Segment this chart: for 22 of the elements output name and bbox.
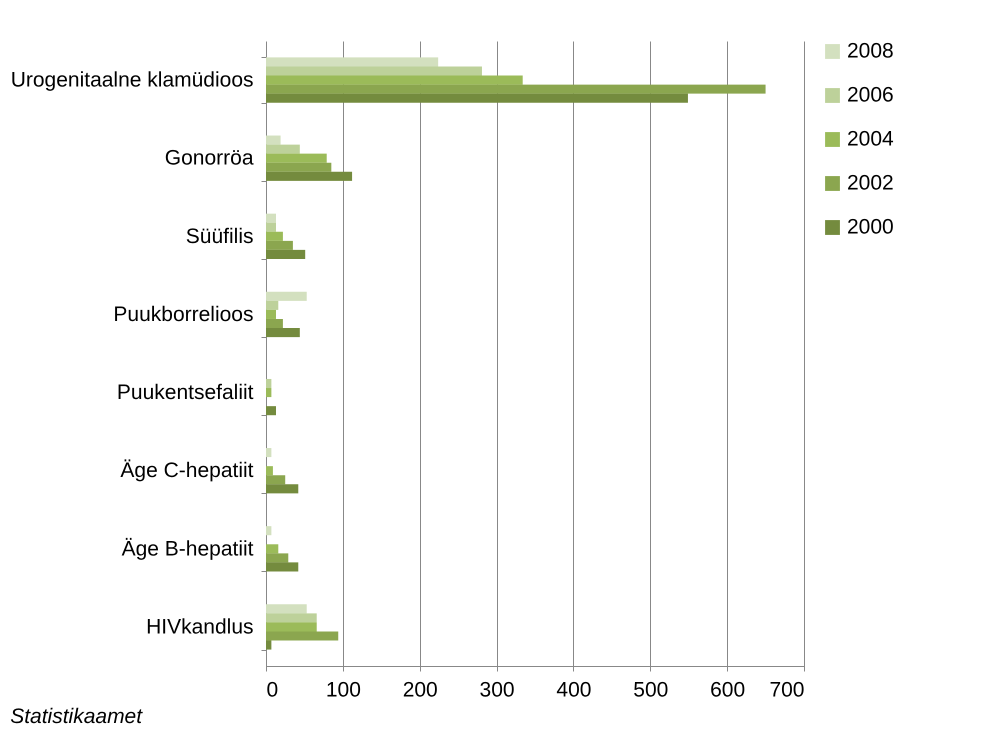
text: Statistikaamet (10, 705, 144, 728)
y-tick-label: Äge C-hepatiit (120, 459, 254, 482)
y-tick-label: Urogenitaalne klamüdioos (10, 68, 254, 92)
x-tick-label: 100 (326, 678, 361, 702)
x-tick-label: 700 (769, 678, 804, 702)
y-tick-label: Äge B-hepatiit (122, 537, 254, 560)
y-tick-label: HIVkandlus (146, 615, 254, 638)
legend-label: 2008 (847, 40, 894, 62)
x-tick-label: 400 (556, 678, 592, 702)
x-tick-label: 200 (402, 678, 438, 702)
x-tick-label: 0 (266, 678, 278, 702)
legend-label: 2004 (847, 128, 894, 150)
y-tick-label: Puukentsefaliit (116, 381, 254, 404)
x-tick-label: 500 (633, 678, 668, 702)
legend-label: 2006 (847, 84, 894, 106)
y-tick-label: Gonorröa (164, 146, 254, 170)
x-tick-label: 600 (710, 678, 746, 702)
y-tick-label: Puukborrelioos (113, 302, 254, 326)
legend-label: 2000 (847, 216, 894, 238)
x-tick-label: 300 (480, 678, 515, 702)
legend-label: 2002 (847, 172, 894, 194)
y-tick-label: Süüfilis (186, 224, 254, 248)
